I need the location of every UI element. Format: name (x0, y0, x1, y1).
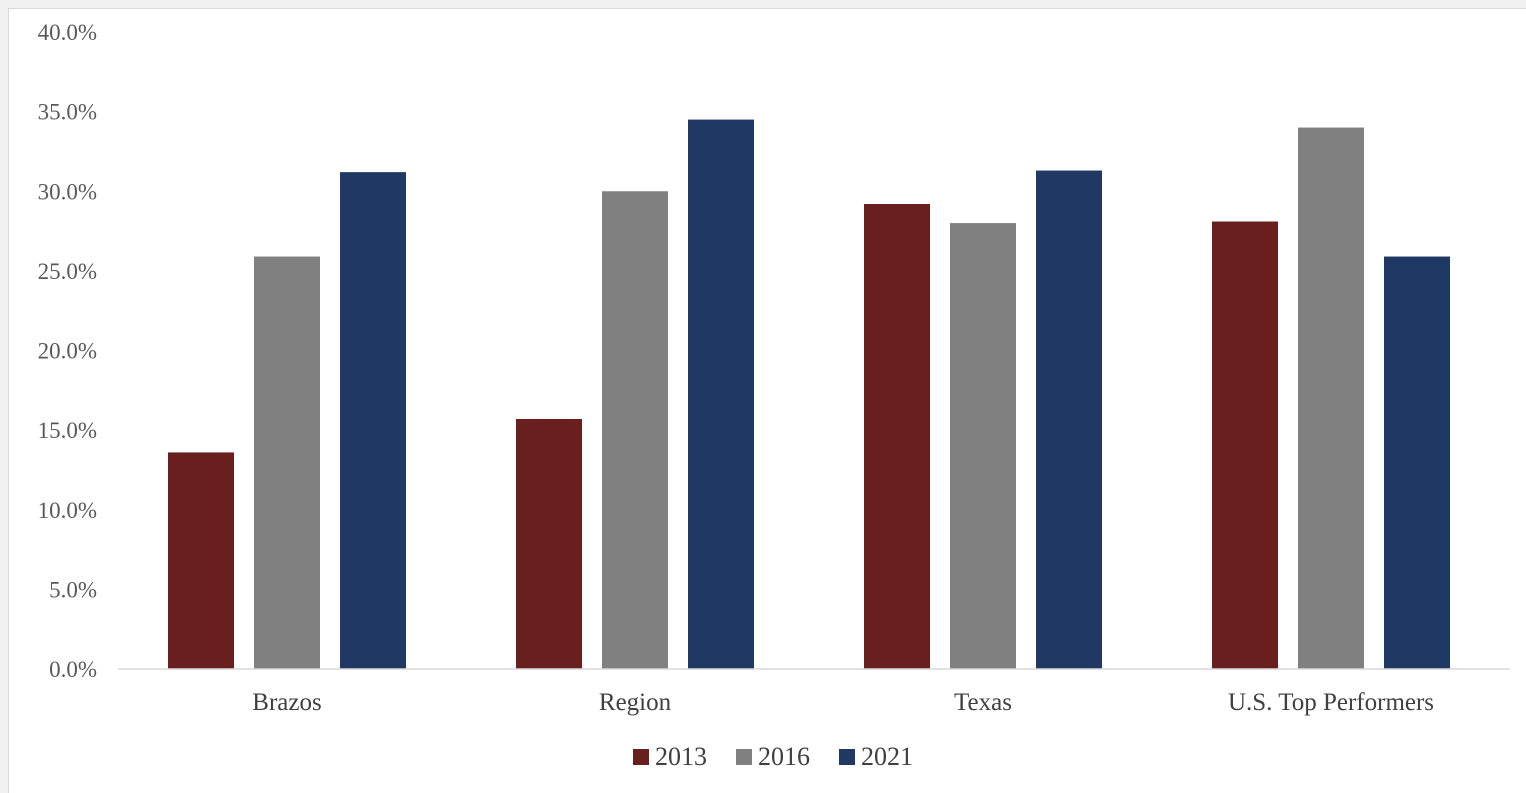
legend-swatch-2013 (633, 749, 649, 765)
bar-2016-u-s-top-performers (1298, 127, 1364, 670)
y-tick-label: 0.0% (49, 657, 97, 682)
bar-2021-u-s-top-performers (1384, 256, 1450, 669)
bars (168, 119, 1450, 670)
y-tick-label: 40.0% (38, 20, 97, 45)
bar-2013-region (516, 418, 582, 669)
legend: 2013 2016 2021 (633, 742, 913, 771)
bar-2016-texas (950, 223, 1016, 669)
legend-label-2021: 2021 (861, 742, 913, 771)
bar-2021-texas (1036, 170, 1102, 670)
bar-2016-brazos (254, 256, 320, 669)
bar-2016-region (602, 191, 668, 669)
legend-label-2016: 2016 (758, 742, 810, 771)
y-tick-label: 10.0% (38, 498, 97, 523)
y-tick-label: 25.0% (38, 259, 97, 284)
x-category-label: Brazos (252, 689, 321, 716)
bar-2013-u-s-top-performers (1212, 221, 1278, 669)
legend-swatch-2021 (839, 749, 855, 765)
bar-2013-texas (864, 203, 930, 670)
legend-label-2013: 2013 (655, 742, 707, 771)
bar-2021-brazos (340, 172, 406, 669)
y-axis: 0.0% 5.0% 10.0% 15.0% 20.0% 25.0% 30.0% 35.0% 40… (38, 20, 97, 682)
x-category-label: Region (599, 689, 672, 716)
y-tick-label: 20.0% (38, 339, 97, 364)
legend-swatch-2016 (736, 749, 752, 765)
y-tick-label: 5.0% (49, 577, 97, 602)
y-tick-label: 30.0% (38, 179, 97, 204)
x-category-label: Texas (954, 689, 1012, 716)
x-category-label: U.S. Top Performers (1228, 689, 1434, 716)
y-tick-label: 35.0% (38, 100, 97, 125)
y-tick-label: 15.0% (38, 418, 97, 443)
x-axis: Brazos Region Texas U.S. Top Performers (252, 689, 1434, 716)
bar-2013-brazos (168, 452, 234, 669)
bar-2021-region (688, 119, 754, 669)
